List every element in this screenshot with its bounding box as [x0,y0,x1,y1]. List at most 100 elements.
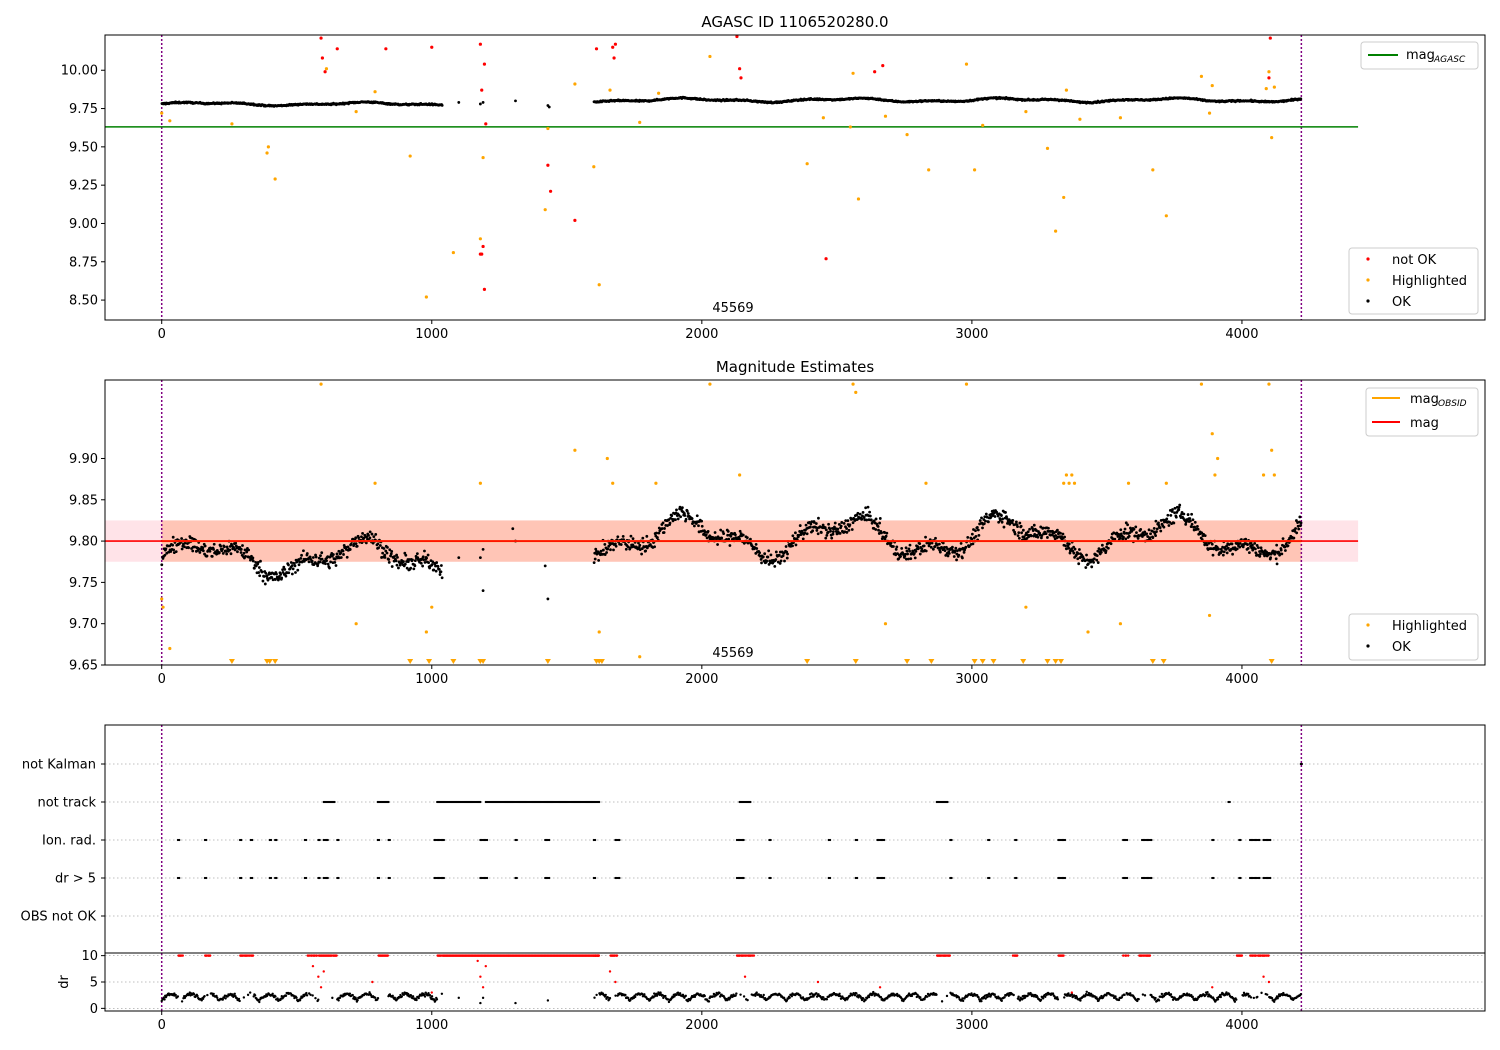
p2-ok-point [968,544,971,548]
p2-ok-point [1127,534,1131,538]
p2-ok-point [1230,542,1234,546]
p2-highlighted-below-marker [1044,659,1051,664]
p2-ok-point [906,552,909,556]
dr-ok-point [427,992,430,995]
p2-ok-point [785,556,789,560]
p2-ok-point [191,549,195,553]
dr-ok-point [838,992,841,996]
p2-ok-point [1119,532,1123,536]
dr-ok-point [417,996,420,1000]
p2-ok-point [657,531,661,535]
p2-ok-point [1225,544,1229,548]
p2-ok-point [1241,545,1245,549]
p2-ok-point [829,529,832,533]
p2-highlighted-point [1070,473,1074,477]
p2-ok-point [1256,546,1260,550]
p2-ok-point [938,550,942,554]
panel2-title: Magnitude Estimates [716,358,874,376]
p2-ok-point [174,550,178,554]
p2-ok-point [860,517,864,521]
p2-xtick-label: 3000 [955,672,988,687]
dr-ok-point [233,992,236,996]
p2-ok-point [825,534,829,537]
p2-ok-point [287,571,291,575]
p2-ok-point [314,555,318,559]
p2-ok-point [649,543,652,546]
dr-ok-point [993,993,996,996]
p2-ok-point [920,547,924,551]
dr-ok-point [242,996,246,999]
dr-ok-point [945,994,949,998]
p1-xtick-label: 3000 [955,327,988,342]
p2-ok-point [251,559,255,563]
p2-ok-point [842,521,846,525]
p1-highlighted-point [1199,74,1204,78]
p2-ok-point [1000,520,1004,524]
flag-point [1150,876,1153,880]
p2-ok-point [1047,526,1050,530]
p2-ok-point [680,506,684,510]
p2-ok-point [1158,526,1162,530]
p2-ok-point [619,543,623,546]
p2-ok-point [478,556,482,560]
flag-point [1228,800,1231,804]
p2-ok-point [1146,535,1150,538]
p2-ok-point [1275,543,1279,547]
p2-ok-point [372,535,376,539]
p2-ok-point [750,544,754,548]
p2-ok-point [339,551,343,555]
p2-ok-point [831,530,835,534]
p2-ok-point [1189,519,1192,523]
p1-highlighted-point [1045,146,1050,150]
p2-ok-point [205,554,209,558]
p2-ok-point [974,534,978,538]
p2-ok-point [305,552,309,555]
p2-ok-point [281,570,285,574]
dr-ok-point [935,993,938,996]
p2-ok-point [993,515,997,518]
dr-ok-point [406,992,410,996]
p2-ok-point [292,562,296,565]
p2-ok-point [783,559,786,563]
p1-highlighted-point [1151,168,1155,172]
p2-ok-point [904,546,908,550]
p2-ok-point [1182,512,1186,516]
p2-ok-point [1104,549,1108,553]
p2-ok-point [388,548,392,552]
p2-ok-point [1231,552,1234,556]
p2-ok-point [1022,535,1026,539]
p2-ok-point [594,547,598,551]
p2-ok-point [679,515,683,519]
p2-ok-point [791,534,795,538]
p2-ok-point [1017,531,1021,534]
p2-ok-point [637,546,641,549]
dr-ok-point [980,999,983,1003]
p2-ok-point [978,519,982,522]
flag-point [988,876,991,880]
p2-ok-point [287,563,290,567]
p2-ok-point [877,532,881,535]
dr-ok-point [192,993,196,996]
p2-ok-point [289,561,293,564]
p2-ok-point [597,558,601,562]
p2-ok-point [412,567,416,571]
p2-ok-point [419,561,423,565]
p2-ok-point [1173,506,1177,510]
p2-ok-point [259,559,262,563]
p2-ok-point [546,597,550,601]
dr-ok-point [309,993,312,996]
p2-ok-point [773,564,777,568]
p2-ok-point [370,532,374,536]
p2-highlighted-point [160,597,164,601]
p2-ok-point [798,524,802,527]
p2-ok-point [1029,534,1033,538]
p2-ok-point [198,551,202,554]
dr-ok-point [790,994,794,998]
p2-ok-point [984,519,987,523]
p2-ok-point [924,549,928,553]
dr-flagged-point [251,954,255,957]
p2-ok-point [333,557,337,561]
p2-ok-point [1076,557,1080,561]
p2-highlighted-point [1207,613,1212,618]
